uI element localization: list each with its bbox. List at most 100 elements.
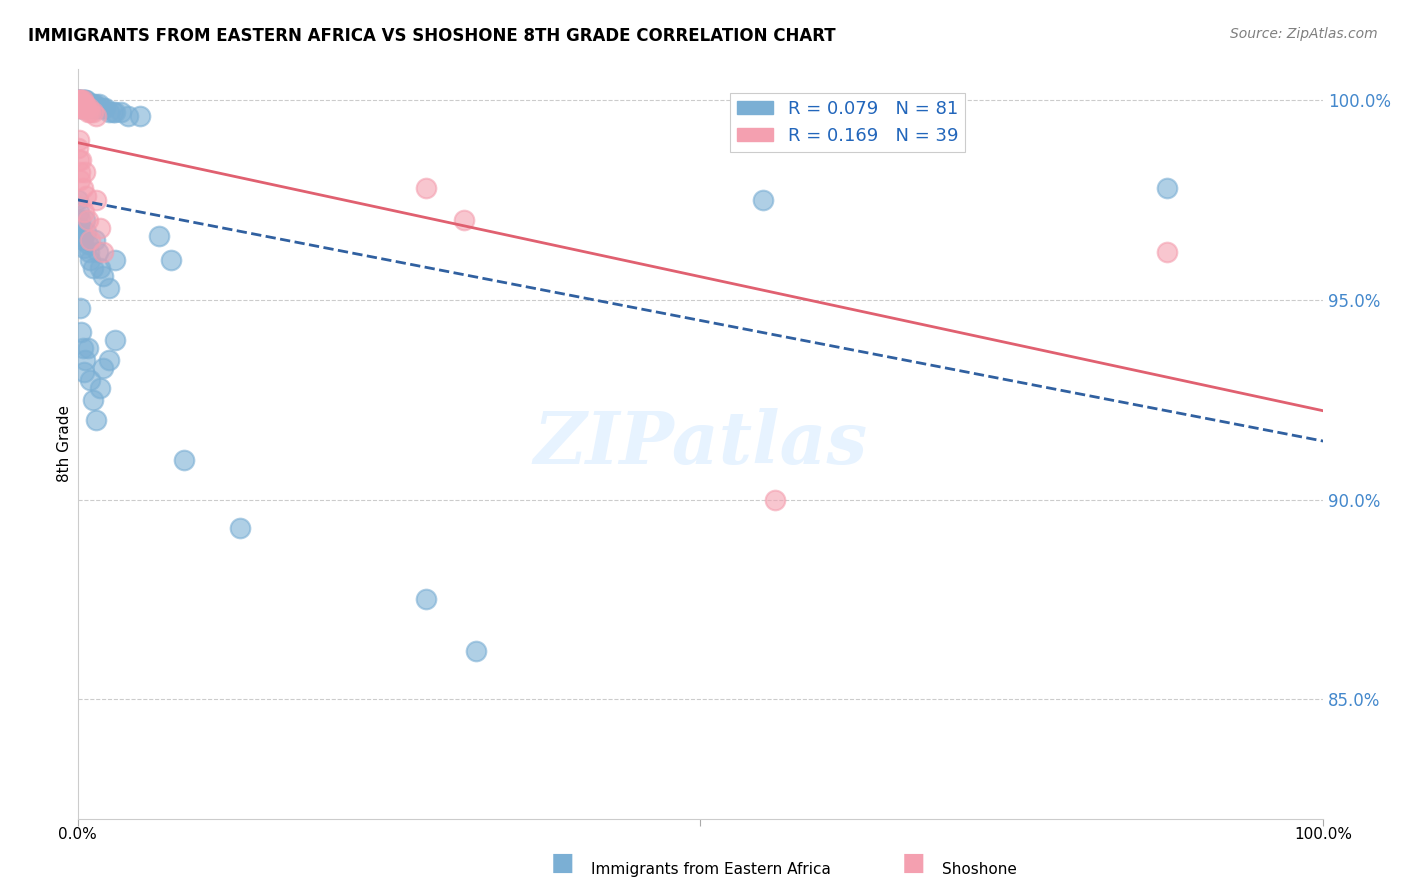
Point [453, 213, 475, 227]
Point [77, 245, 100, 260]
Point [67, 205, 90, 219]
Text: IMMIGRANTS FROM EASTERN AFRICA VS SHOSHONE 8TH GRADE CORRELATION CHART: IMMIGRANTS FROM EASTERN AFRICA VS SHOSHO… [28, 27, 835, 45]
Point [91, 269, 114, 284]
Point [97, 281, 120, 295]
Point [72, 94, 94, 108]
Point [1156, 245, 1178, 260]
Point [67, 221, 90, 235]
Text: ZIPatlas: ZIPatlas [533, 409, 868, 479]
Point [82, 105, 104, 120]
Point [70, 94, 93, 108]
Point [76, 102, 98, 116]
Text: 100.0%: 100.0% [1294, 827, 1353, 842]
Point [67, 133, 90, 147]
Text: Immigrants from Eastern Africa: Immigrants from Eastern Africa [591, 863, 831, 877]
Point [86, 102, 108, 116]
Point [67, 94, 90, 108]
Point [415, 592, 437, 607]
Text: 0.0%: 0.0% [59, 827, 97, 842]
Point [67, 97, 90, 112]
Point [79, 105, 101, 120]
Point [69, 97, 91, 112]
Point [76, 213, 98, 227]
Point [89, 102, 111, 116]
Point [79, 97, 101, 112]
Point [67, 97, 90, 112]
Text: Source: ZipAtlas.com: Source: ZipAtlas.com [1230, 27, 1378, 41]
Point [69, 94, 91, 108]
Point [72, 97, 94, 112]
Point [69, 173, 91, 187]
Point [86, 194, 108, 208]
Point [69, 229, 91, 244]
Point [66, 194, 89, 208]
Point [67, 94, 90, 108]
Point [160, 253, 183, 268]
Point [69, 102, 91, 116]
Point [69, 165, 91, 179]
Point [82, 97, 104, 112]
Point [80, 102, 103, 116]
Point [73, 365, 96, 379]
Point [73, 97, 96, 112]
Point [75, 353, 97, 368]
Point [66, 141, 89, 155]
Point [763, 492, 786, 507]
Point [101, 105, 124, 120]
Point [72, 181, 94, 195]
Point [86, 110, 108, 124]
Point [77, 102, 100, 116]
Point [104, 105, 127, 120]
Point [76, 237, 98, 252]
Point [70, 97, 93, 112]
Point [79, 233, 101, 247]
Point [67, 94, 90, 108]
Point [72, 94, 94, 108]
Point [70, 97, 93, 112]
Point [72, 233, 94, 247]
Point [76, 341, 98, 355]
Text: ■: ■ [551, 851, 574, 875]
Point [70, 102, 93, 116]
Point [89, 261, 111, 276]
Point [67, 153, 90, 168]
Point [82, 392, 104, 407]
Point [83, 102, 105, 116]
Point [75, 97, 97, 112]
Point [75, 165, 97, 179]
Point [84, 233, 107, 247]
Point [72, 341, 94, 355]
Legend: R = 0.079   N = 81, R = 0.169   N = 39: R = 0.079 N = 81, R = 0.169 N = 39 [730, 93, 966, 152]
Point [69, 301, 91, 315]
Point [66, 94, 89, 108]
Point [69, 97, 91, 112]
Point [415, 181, 437, 195]
Point [66, 94, 89, 108]
Point [751, 194, 773, 208]
Point [70, 102, 93, 116]
Point [73, 102, 96, 116]
Point [70, 153, 93, 168]
Point [69, 213, 91, 227]
Point [67, 102, 90, 116]
Point [89, 221, 111, 235]
Point [148, 229, 170, 244]
Point [75, 97, 97, 112]
Text: Shoshone: Shoshone [942, 863, 1017, 877]
Point [86, 413, 108, 427]
Point [91, 102, 114, 116]
Point [117, 110, 139, 124]
Point [73, 97, 96, 112]
Point [86, 245, 108, 260]
Point [72, 102, 94, 116]
Point [97, 353, 120, 368]
Point [76, 97, 98, 112]
Point [129, 110, 152, 124]
Point [75, 102, 97, 116]
Y-axis label: 8th Grade: 8th Grade [58, 405, 72, 483]
Point [228, 520, 250, 534]
Point [75, 97, 97, 112]
Point [75, 189, 97, 203]
Point [75, 94, 97, 108]
Text: ■: ■ [903, 851, 925, 875]
